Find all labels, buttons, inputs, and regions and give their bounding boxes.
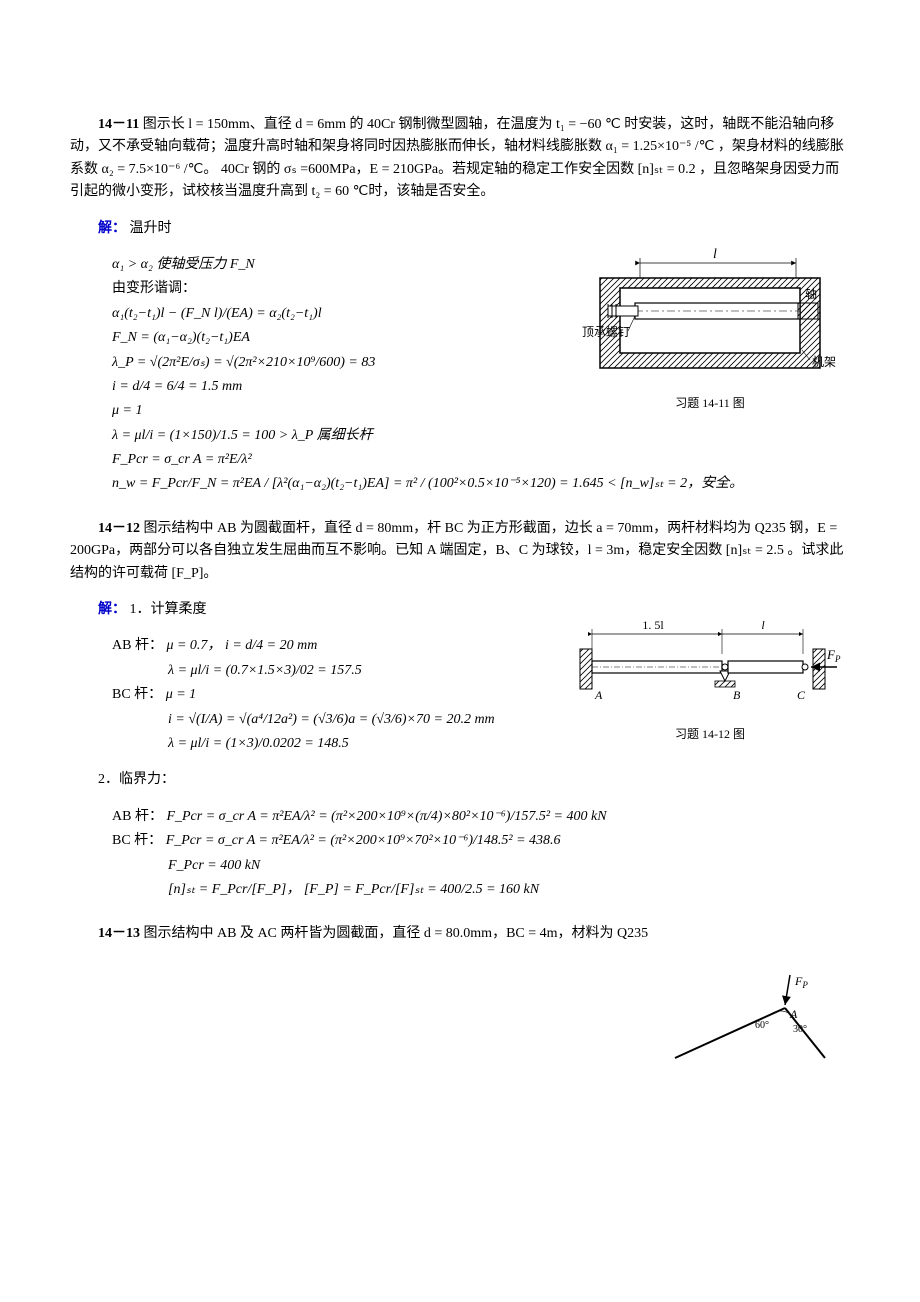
- eq-line: F_Pcr = 400 kN: [168, 855, 850, 877]
- problem-number: 14－13: [98, 926, 140, 941]
- diagram-14-11-svg: l 轴 顶承螺钉 机架: [580, 228, 840, 378]
- eq: i = d/4 = 20 mm: [225, 638, 317, 653]
- solve-text: 温升时: [130, 221, 172, 236]
- stmt-text: =600MPa，E = 210GPa。若规定轴的稳定工作安全因数: [300, 162, 634, 177]
- eq-line: n_w = F_Pcr/F_N = π²EA / [λ²(α₁−α₂)(t₂−t…: [112, 473, 850, 495]
- solve-text: 1．计算柔度: [130, 602, 207, 617]
- var-nst: [n]ₛₜ = 0.2: [638, 162, 696, 177]
- figure-14-12: FP 1. 5l l A B C 习题 14-12 图: [570, 609, 850, 745]
- label: BC 杆：: [112, 833, 162, 848]
- diagram-14-12-svg: FP 1. 5l l A B C: [575, 609, 845, 709]
- var-nst: [n]ₛₜ = 2.5: [726, 543, 784, 558]
- solve-label: 解：: [98, 221, 126, 236]
- problem-number: 14－11: [98, 117, 139, 132]
- label-fp: FP: [826, 647, 841, 664]
- figure-caption: 习题 14-11 图: [570, 394, 850, 413]
- stmt-text: 40Cr 钢的: [221, 162, 281, 177]
- unit: /℃: [184, 162, 204, 177]
- stmt-text: 图示长 l = 150mm、直径 d = 6mm 的 40Cr 钢制微型圆轴，在…: [143, 117, 553, 132]
- eq-line: λ = μl/i = (1×150)/1.5 = 100 > λ_P 属细长杆: [112, 425, 850, 447]
- eq-line: [n]ₛₜ = F_Pcr/[F_P]， [F_P] = F_Pcr/[F]ₛₜ…: [168, 879, 850, 901]
- label-shaft: 轴: [805, 286, 817, 301]
- eq-line: BC 杆： F_Pcr = σ_cr A = π²EA/λ² = (π²×200…: [112, 830, 850, 852]
- eq: F_Pcr = σ_cr A = π²EA/λ² = (π²×200×10⁹×7…: [166, 833, 561, 848]
- label-fp: FP: [794, 974, 808, 990]
- dim-l: l: [761, 618, 765, 632]
- problem-14-13: 14－13 图示结构中 AB 及 AC 两杆皆为圆截面，直径 d = 80.0m…: [70, 923, 850, 1078]
- unit: /℃: [695, 139, 715, 154]
- label-B: B: [733, 688, 741, 702]
- stmt-text: ℃时，该轴是否安全。: [353, 184, 495, 199]
- stmt-text: 图示结构中 AB 为圆截面杆，直径 d = 80mm，杆 BC 为正方形截面，边…: [70, 521, 837, 558]
- problem-14-12: 14－12 图示结构中 AB 为圆截面杆，直径 d = 80mm，杆 BC 为正…: [70, 518, 850, 903]
- problem-statement: 14－11 图示长 l = 150mm、直径 d = 6mm 的 40Cr 钢制…: [70, 114, 850, 204]
- label-screw: 顶承螺钉: [582, 325, 630, 339]
- angle-60: 60°: [755, 1020, 769, 1031]
- var-t2: t₂ = 60: [312, 184, 350, 199]
- eq: μ = 1: [166, 687, 196, 702]
- unit: ℃: [605, 117, 621, 132]
- problem-statement: 14－13 图示结构中 AB 及 AC 两杆皆为圆截面，直径 d = 80.0m…: [70, 923, 850, 945]
- problem-number: 14－12: [98, 521, 140, 536]
- var-sigmas: σₛ: [284, 162, 297, 177]
- var-alpha2: α₂ = 7.5×10⁻⁶: [102, 162, 181, 177]
- diagram-14-13-svg: FP A 60° 30°: [655, 970, 845, 1060]
- label: BC 杆：: [112, 687, 162, 702]
- dim-l: l: [713, 247, 717, 262]
- eq: F_Pcr = σ_cr A = π²EA/λ² = (π²×200×10⁹×(…: [166, 809, 606, 824]
- label: AB 杆：: [112, 638, 163, 653]
- label-A: A: [594, 688, 603, 702]
- eq-line: F_Pcr = σ_cr A = π²E/λ²: [112, 449, 850, 471]
- step-2-label: 2．临界力：: [98, 769, 850, 791]
- figure-caption: 习题 14-12 图: [570, 725, 850, 744]
- problem-14-11: 14－11 图示长 l = 150mm、直径 d = 6mm 的 40Cr 钢制…: [70, 114, 850, 498]
- dim-15l: 1. 5l: [642, 618, 664, 632]
- figure-14-11: l 轴 顶承螺钉 机架 习题 14-11 图: [570, 228, 850, 414]
- figure-14-13: FP A 60° 30°: [650, 970, 850, 1068]
- var-t1: t₁ = −60: [556, 117, 602, 132]
- eq-line: AB 杆： F_Pcr = σ_cr A = π²EA/λ² = (π²×200…: [112, 806, 850, 828]
- angle-30: 30°: [793, 1024, 807, 1035]
- equation-block: AB 杆： F_Pcr = σ_cr A = π²EA/λ² = (π²×200…: [112, 806, 850, 902]
- eq: μ = 0.7，: [166, 638, 221, 653]
- solve-label: 解：: [98, 602, 126, 617]
- label: AB 杆：: [112, 809, 163, 824]
- var-alpha1: α₁ = 1.25×10⁻⁵: [606, 139, 692, 154]
- problem-statement: 14－12 图示结构中 AB 为圆截面杆，直径 d = 80mm，杆 BC 为正…: [70, 518, 850, 585]
- label-C: C: [797, 688, 806, 702]
- stmt-text: 图示结构中 AB 及 AC 两杆皆为圆截面，直径 d = 80.0mm，BC =…: [144, 926, 649, 941]
- label-frame: 机架: [812, 355, 836, 369]
